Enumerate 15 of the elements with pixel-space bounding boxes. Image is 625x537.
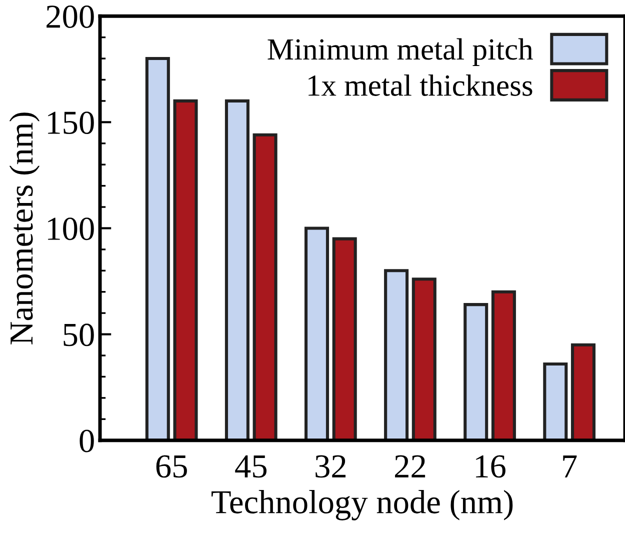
x-tick-label: 32 (316, 455, 346, 478)
x-tick-label: 22 (395, 455, 426, 478)
y-axis-title: Nanometers (nm) (9, 112, 40, 344)
legend-label: Minimum metal pitch (268, 38, 533, 66)
legend-label: 1x metal thickness (308, 74, 532, 96)
x-axis-title: Technology node (nm) (212, 490, 513, 520)
y-tick-label: 150 (48, 112, 94, 134)
y-tick-label: 0 (80, 430, 94, 452)
y-tick-label: 200 (46, 6, 94, 28)
y-tick-label: 50 (64, 324, 94, 346)
x-tick-label: 45 (235, 455, 266, 478)
y-tick-label: 100 (48, 218, 94, 240)
x-tick-label: 7 (563, 456, 577, 478)
x-tick-label: 16 (476, 455, 506, 478)
x-tick-label: 65 (156, 455, 187, 478)
